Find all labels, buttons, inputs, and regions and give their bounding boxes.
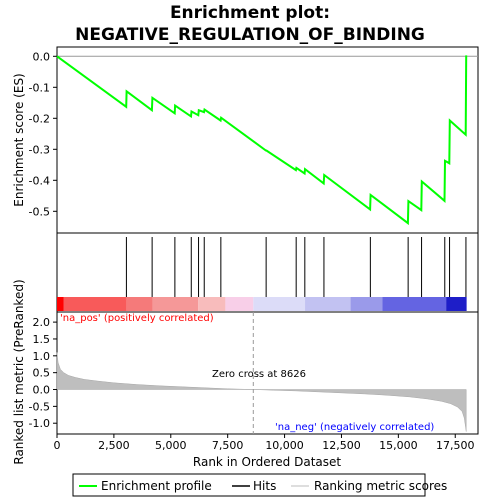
chart-title-line-2: NEGATIVE_REGULATION_OF_BINDING bbox=[75, 25, 425, 45]
colorbar-segment bbox=[382, 297, 447, 311]
metric-y-tick-label: -1.0 bbox=[29, 417, 50, 430]
es-y-tick-label: -0.1 bbox=[29, 81, 50, 94]
es-y-tick-label: 0.0 bbox=[33, 50, 51, 63]
metric-y-axis: 2.0 1.5 1.0 0.5 0.0 -0.5 -1.0 bbox=[29, 316, 57, 430]
colorbar-segment bbox=[350, 297, 383, 311]
zero-cross-annotation: Zero cross at 8626 bbox=[212, 369, 306, 380]
enrichment-profile-line bbox=[56, 55, 468, 226]
hit-markers bbox=[125, 237, 467, 297]
x-tick-label: 7,500 bbox=[212, 439, 244, 452]
legend-enrichment-label: Enrichment profile bbox=[101, 479, 212, 493]
colorbar-segment bbox=[126, 297, 153, 311]
legend-metric-label: Ranking metric scores bbox=[314, 479, 447, 493]
x-axis-label: Rank in Ordered Dataset bbox=[193, 455, 341, 469]
ranking-metric-area bbox=[56, 352, 467, 432]
x-tick-label: 12,500 bbox=[322, 439, 361, 452]
x-tick-label: 10,000 bbox=[265, 439, 304, 452]
metric-y-tick-label: 1.5 bbox=[33, 333, 51, 346]
colorbar-segment bbox=[198, 297, 226, 311]
chart-title-line-1: Enrichment plot: bbox=[170, 3, 330, 23]
na-pos-annotation: 'na_pos' (positively correlated) bbox=[60, 313, 214, 324]
metric-y-tick-label: 0.0 bbox=[33, 384, 51, 397]
x-tick-label: 15,000 bbox=[379, 439, 418, 452]
rank-x-axis: 0 2,500 5,000 7,500 10,000 12,500 15,000 17,500 bbox=[54, 434, 475, 452]
es-y-tick-label: -0.4 bbox=[29, 174, 50, 187]
rank-colorbar bbox=[57, 297, 467, 311]
legend-box bbox=[72, 473, 426, 497]
colorbar-segment bbox=[63, 297, 127, 311]
colorbar-segment bbox=[225, 297, 254, 311]
x-tick-label: 5,000 bbox=[155, 439, 187, 452]
es-y-axis: 0.0 -0.1 -0.2 -0.3 -0.4 -0.5 bbox=[29, 50, 57, 218]
enrichment-profile-line bbox=[56, 55, 468, 226]
colorbar-segment bbox=[446, 297, 467, 311]
metric-y-tick-label: -0.5 bbox=[29, 400, 50, 413]
metric-y-tick-label: 0.5 bbox=[33, 367, 51, 380]
colorbar-segment bbox=[253, 297, 306, 311]
na-neg-annotation: 'na_neg' (negatively correlated) bbox=[275, 422, 434, 433]
x-tick-label: 17,500 bbox=[436, 439, 475, 452]
es-y-axis-label: Enrichment score (ES) bbox=[12, 73, 26, 206]
legend-hits-label: Hits bbox=[253, 479, 276, 493]
es-y-tick-label: -0.2 bbox=[29, 112, 50, 125]
x-tick-label: 0 bbox=[54, 439, 61, 452]
colorbar-segment bbox=[152, 297, 199, 311]
colorbar-segment bbox=[305, 297, 351, 311]
es-y-tick-label: -0.5 bbox=[29, 205, 50, 218]
ranking-metric-area bbox=[56, 352, 467, 432]
metric-y-axis-label: Ranked list metric (PreRanked) bbox=[12, 279, 26, 464]
metric-y-tick-label: 2.0 bbox=[33, 316, 51, 329]
es-y-tick-label: -0.3 bbox=[29, 143, 50, 156]
colorbar-segment bbox=[57, 297, 64, 311]
metric-y-tick-label: 1.0 bbox=[33, 350, 51, 363]
x-tick-label: 2,500 bbox=[98, 439, 130, 452]
